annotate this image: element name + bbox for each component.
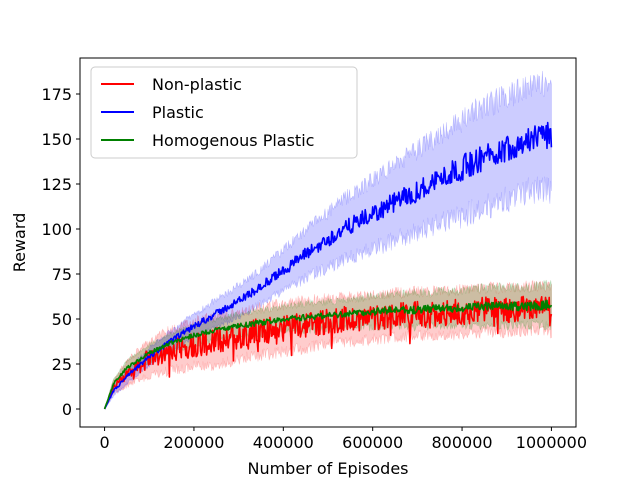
legend: Non-plastic Plastic Homogenous Plastic <box>90 66 358 159</box>
y-tick-label: 125 <box>41 175 72 194</box>
legend-label: Plastic <box>152 103 204 122</box>
y-axis-label: Reward <box>10 213 29 273</box>
y-tick-label: 50 <box>52 310 72 329</box>
y-tick-label: 25 <box>52 355 72 374</box>
y-tick-label: 100 <box>41 220 72 239</box>
x-tick-label: 1000000 <box>516 433 587 452</box>
series-line <box>103 121 553 410</box>
series-band <box>104 279 552 410</box>
y-tick-label: 0 <box>62 400 72 419</box>
x-tick-label: 0 <box>99 433 109 452</box>
x-tick-label: 600000 <box>342 433 403 452</box>
y-axis-ticks: 0 25 50 75 100 125 150 175 <box>41 85 80 419</box>
y-tick-label: 175 <box>41 85 72 104</box>
legend-box <box>90 66 358 159</box>
y-tick-label: 150 <box>41 130 72 149</box>
legend-label: Homogenous Plastic <box>152 131 314 150</box>
legend-label: Non-plastic <box>152 75 242 94</box>
x-axis-ticks: 0 200000 400000 600000 800000 1000000 <box>99 427 587 452</box>
plot-frame <box>79 57 577 428</box>
x-tick-label: 400000 <box>253 433 314 452</box>
y-tick-label: 75 <box>52 265 72 284</box>
x-tick-label: 800000 <box>432 433 493 452</box>
series-line <box>103 299 553 410</box>
series-band <box>104 279 552 410</box>
x-tick-label: 200000 <box>163 433 224 452</box>
series-lines <box>103 121 553 410</box>
x-axis-label: Number of Episodes <box>247 459 408 478</box>
